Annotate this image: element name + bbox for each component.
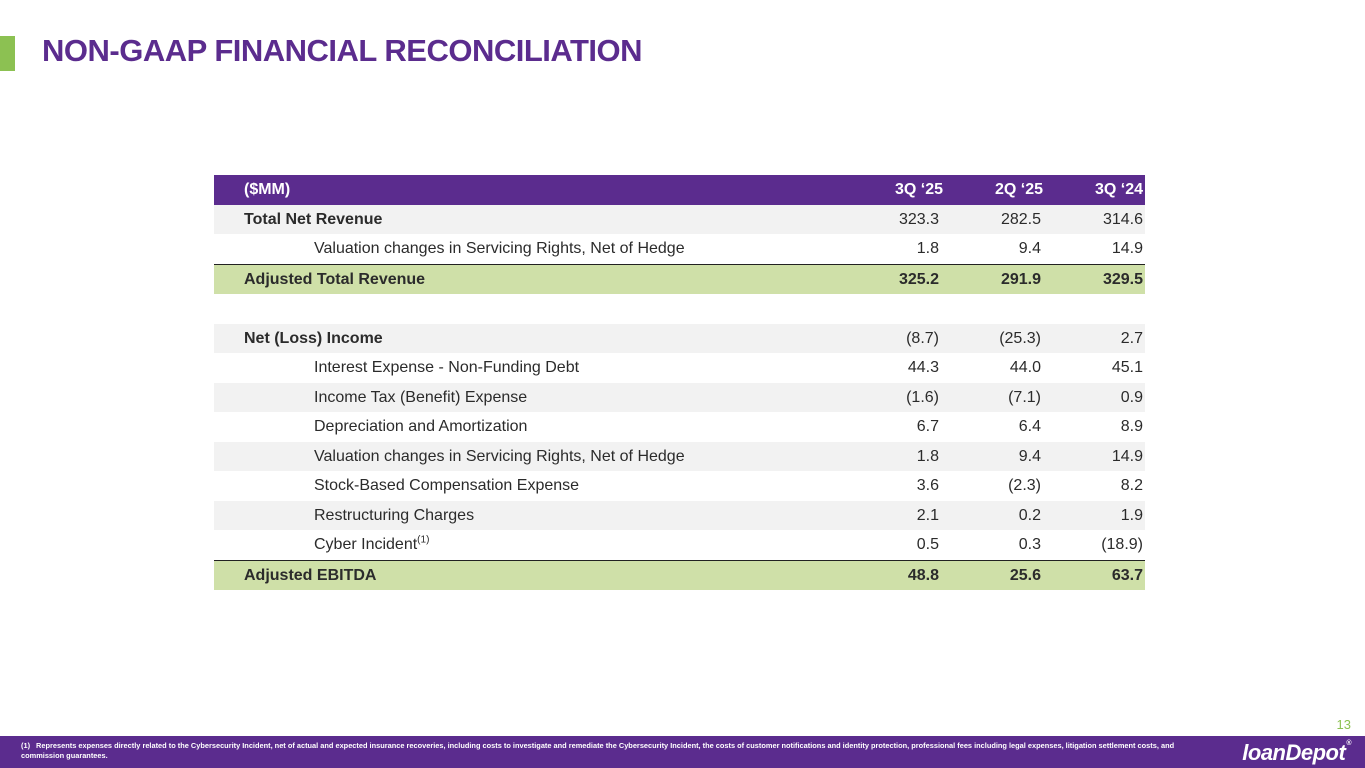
- logo-text: loanDepot: [1242, 740, 1346, 765]
- row-value-3q24: 314.6: [1045, 204, 1145, 234]
- table-row-valuation-changes-ebitda: Valuation changes in Servicing Rights, N…: [214, 441, 1145, 471]
- header-col-3q24: 3Q ‘24: [1045, 175, 1145, 205]
- row-value-3q24: 8.2: [1045, 471, 1145, 501]
- row-label: Restructuring Charges: [214, 500, 845, 530]
- row-value-2q25: 44.0: [945, 353, 1045, 383]
- row-value-3q24: 2.7: [1045, 323, 1145, 353]
- table-row-total-net-revenue: Total Net Revenue 323.3 282.5 314.6: [214, 204, 1145, 234]
- footnote: (1) Represents expenses directly related …: [21, 741, 1201, 760]
- row-value-2q25: 0.3: [945, 530, 1045, 560]
- row-value-3q25: 48.8: [845, 559, 945, 590]
- row-label: Interest Expense - Non-Funding Debt: [214, 353, 845, 383]
- row-value-3q25: 0.5: [845, 530, 945, 560]
- row-value-2q25: 9.4: [945, 234, 1045, 264]
- loandepot-logo: loanDepot®: [1242, 740, 1351, 766]
- table-header-row: ($MM) 3Q ‘25 2Q ‘25 3Q ‘24: [214, 175, 1145, 205]
- row-label: Income Tax (Benefit) Expense: [214, 382, 845, 412]
- row-value-3q24: 329.5: [1045, 263, 1145, 294]
- page-number: 13: [1336, 717, 1351, 732]
- header-col-2q25: 2Q ‘25: [945, 175, 1045, 205]
- row-value-2q25: 25.6: [945, 559, 1045, 590]
- footnote-reference: (1): [417, 534, 430, 546]
- row-value-3q24: 0.9: [1045, 382, 1145, 412]
- row-value-2q25: 0.2: [945, 500, 1045, 530]
- table-row-interest-expense: Interest Expense - Non-Funding Debt 44.3…: [214, 353, 1145, 383]
- footer-bar: (1) Represents expenses directly related …: [0, 736, 1365, 768]
- table-row-valuation-changes: Valuation changes in Servicing Rights, N…: [214, 234, 1145, 264]
- row-value-2q25: (7.1): [945, 382, 1045, 412]
- row-value-3q24: 45.1: [1045, 353, 1145, 383]
- table-row-net-loss-income: Net (Loss) Income (8.7) (25.3) 2.7: [214, 323, 1145, 353]
- row-value-2q25: 6.4: [945, 412, 1045, 442]
- row-value-3q24: 14.9: [1045, 234, 1145, 264]
- row-value-2q25: (25.3): [945, 323, 1045, 353]
- table-row-income-tax: Income Tax (Benefit) Expense (1.6) (7.1)…: [214, 382, 1145, 412]
- registered-mark: ®: [1346, 740, 1351, 747]
- row-value-2q25: (2.3): [945, 471, 1045, 501]
- row-label: Valuation changes in Servicing Rights, N…: [214, 234, 845, 264]
- row-value-3q25: 6.7: [845, 412, 945, 442]
- row-value-3q24: 14.9: [1045, 441, 1145, 471]
- row-value-3q24: 1.9: [1045, 500, 1145, 530]
- row-value-3q25: 2.1: [845, 500, 945, 530]
- row-label: Adjusted Total Revenue: [214, 263, 845, 294]
- row-label: Net (Loss) Income: [214, 323, 845, 353]
- footnote-text: Represents expenses directly related to …: [21, 741, 1175, 760]
- row-label: Total Net Revenue: [214, 204, 845, 234]
- header-col-3q25: 3Q ‘25: [845, 175, 945, 205]
- row-value-3q24: (18.9): [1045, 530, 1145, 560]
- row-label: Stock-Based Compensation Expense: [214, 471, 845, 501]
- row-value-3q25: 44.3: [845, 353, 945, 383]
- reconciliation-table: ($MM) 3Q ‘25 2Q ‘25 3Q ‘24 Total Net Rev…: [214, 175, 1145, 590]
- row-value-3q25: 1.8: [845, 234, 945, 264]
- row-label-cyber-incident: Cyber Incident(1): [214, 530, 845, 560]
- row-value-3q25: (8.7): [845, 323, 945, 353]
- row-value-3q24: 63.7: [1045, 559, 1145, 590]
- title-accent-bar: [0, 36, 15, 71]
- table-row-adjusted-total-revenue: Adjusted Total Revenue 325.2 291.9 329.5: [214, 263, 1145, 294]
- row-value-2q25: 9.4: [945, 441, 1045, 471]
- table-row-restructuring: Restructuring Charges 2.1 0.2 1.9: [214, 500, 1145, 530]
- page-title: NON-GAAP FINANCIAL RECONCILIATION: [42, 33, 643, 68]
- row-value-3q25: 323.3: [845, 204, 945, 234]
- row-label: Adjusted EBITDA: [214, 559, 845, 590]
- table-row-depreciation: Depreciation and Amortization 6.7 6.4 8.…: [214, 412, 1145, 442]
- row-value-3q25: 1.8: [845, 441, 945, 471]
- table-row-adjusted-ebitda: Adjusted EBITDA 48.8 25.6 63.7: [214, 559, 1145, 590]
- table-row-stock-based-comp: Stock-Based Compensation Expense 3.6 (2.…: [214, 471, 1145, 501]
- row-label: Depreciation and Amortization: [214, 412, 845, 442]
- row-value-2q25: 282.5: [945, 204, 1045, 234]
- row-label: Valuation changes in Servicing Rights, N…: [214, 441, 845, 471]
- row-label: Cyber Incident: [314, 536, 418, 553]
- row-value-3q24: 8.9: [1045, 412, 1145, 442]
- row-value-3q25: 3.6: [845, 471, 945, 501]
- footnote-marker: (1): [21, 741, 31, 750]
- table-row-cyber-incident: Cyber Incident(1) 0.5 0.3 (18.9): [214, 530, 1145, 560]
- table-spacer-row: [214, 294, 1145, 324]
- row-value-3q25: 325.2: [845, 263, 945, 294]
- row-value-2q25: 291.9: [945, 263, 1045, 294]
- row-value-3q25: (1.6): [845, 382, 945, 412]
- header-units: ($MM): [214, 175, 845, 205]
